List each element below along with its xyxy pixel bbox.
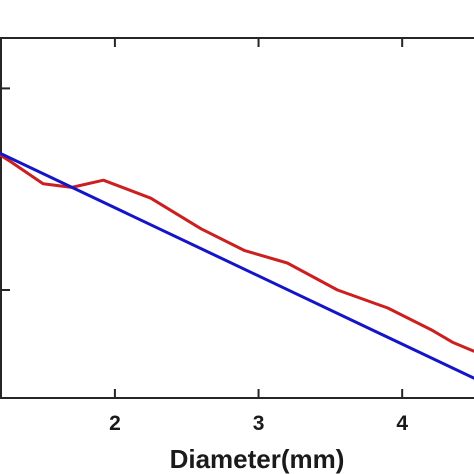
axes-frame <box>0 37 474 399</box>
x-tick-label-4: 4 <box>396 412 408 435</box>
series-line-1 <box>0 153 474 353</box>
series-line-2 <box>0 151 474 380</box>
x-tick-label-3: 3 <box>253 412 265 435</box>
tick-layer: 2 3 4 <box>1 38 408 435</box>
series-layer <box>0 151 474 380</box>
x-axis-label: Diameter(mm) <box>170 444 345 474</box>
x-tick-label-2: 2 <box>109 412 121 435</box>
